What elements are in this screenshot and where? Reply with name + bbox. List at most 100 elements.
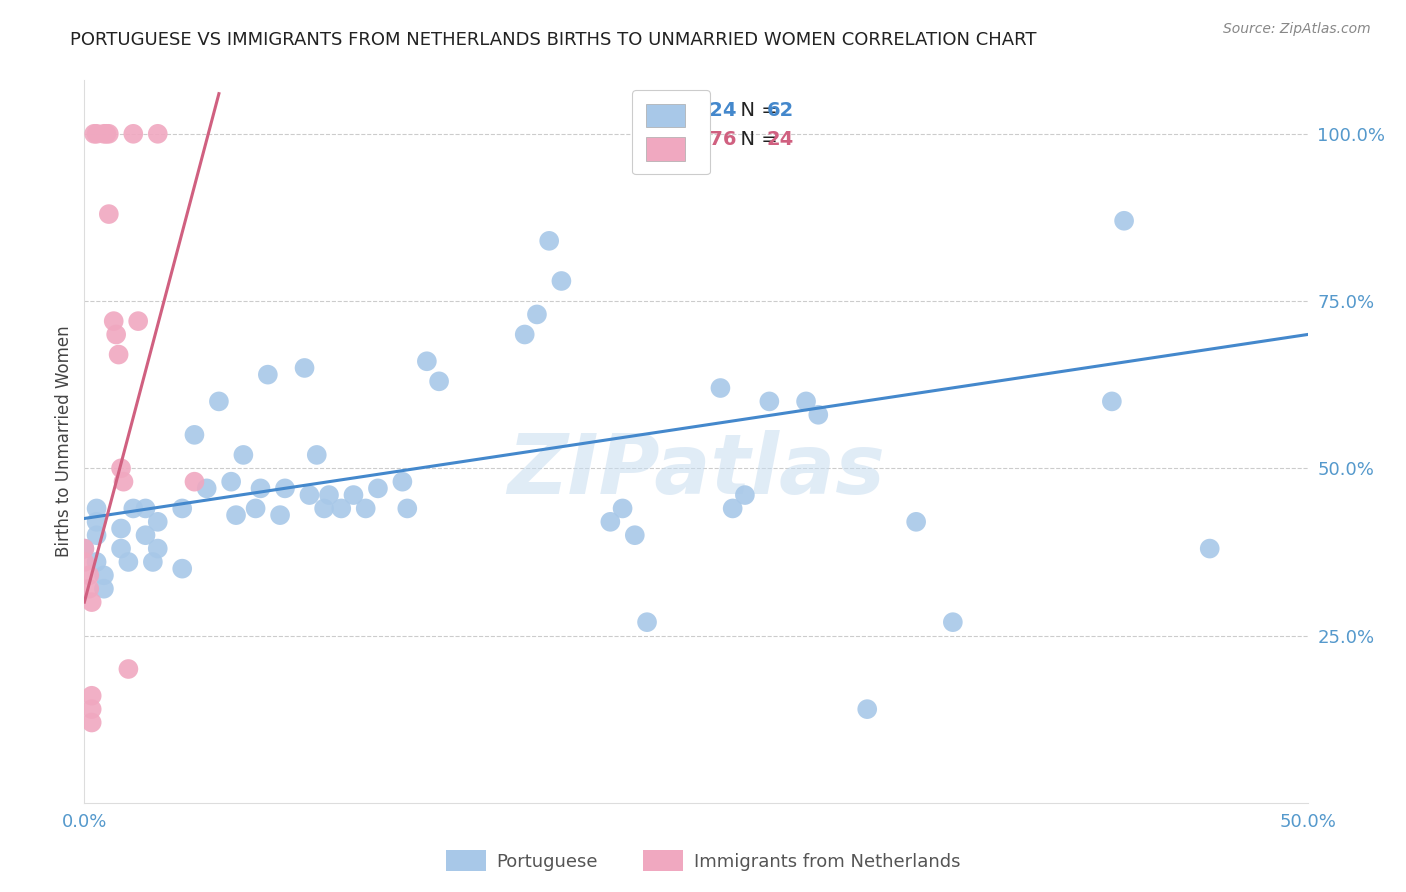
Text: 0.324: 0.324 <box>675 101 737 120</box>
Point <box>636 615 658 630</box>
Point <box>105 327 128 342</box>
Point <box>77 582 100 596</box>
Point <box>195 482 218 496</box>
Point <box>550 274 572 288</box>
Point <box>905 515 928 529</box>
Point <box>117 555 139 569</box>
Text: 0.676: 0.676 <box>675 130 737 149</box>
Point <box>73 555 96 569</box>
Point <box>93 568 115 582</box>
Point <box>1198 541 1220 556</box>
Point <box>294 361 316 376</box>
Point <box>73 541 96 556</box>
Text: R =: R = <box>637 101 679 120</box>
Point <box>1101 394 1123 409</box>
Text: 62: 62 <box>766 101 794 120</box>
Text: PORTUGUESE VS IMMIGRANTS FROM NETHERLANDS BIRTHS TO UNMARRIED WOMEN CORRELATION : PORTUGUESE VS IMMIGRANTS FROM NETHERLAND… <box>70 31 1036 49</box>
Point <box>103 314 125 328</box>
Text: ZIPatlas: ZIPatlas <box>508 430 884 511</box>
Point <box>330 501 353 516</box>
Point <box>354 501 377 516</box>
Point <box>526 307 548 322</box>
Point <box>612 501 634 516</box>
Point <box>86 515 108 529</box>
Point <box>117 662 139 676</box>
Point <box>97 127 120 141</box>
Point <box>83 127 105 141</box>
Point <box>232 448 254 462</box>
Point <box>599 515 621 529</box>
Point <box>80 715 103 730</box>
Point <box>146 515 169 529</box>
Point <box>122 127 145 141</box>
Point <box>172 501 194 516</box>
Point <box>110 461 132 475</box>
Text: 24: 24 <box>766 130 794 149</box>
Point <box>367 482 389 496</box>
Point <box>86 501 108 516</box>
Point <box>513 327 536 342</box>
Point <box>416 354 439 368</box>
Point <box>298 488 321 502</box>
Point <box>135 528 157 542</box>
Point <box>146 541 169 556</box>
Text: Source: ZipAtlas.com: Source: ZipAtlas.com <box>1223 22 1371 37</box>
Point <box>734 488 756 502</box>
Point <box>110 521 132 535</box>
Point <box>86 528 108 542</box>
Point <box>245 501 267 516</box>
Point <box>142 555 165 569</box>
Point <box>93 582 115 596</box>
Point <box>225 508 247 523</box>
Point <box>342 488 364 502</box>
Point <box>1114 214 1136 228</box>
Point <box>127 314 149 328</box>
Y-axis label: Births to Unmarried Women: Births to Unmarried Women <box>55 326 73 558</box>
Point <box>86 555 108 569</box>
Point <box>107 348 129 362</box>
Point <box>96 127 118 141</box>
Point <box>807 408 830 422</box>
Text: N =: N = <box>728 101 783 120</box>
Point <box>93 127 115 141</box>
Point <box>80 595 103 609</box>
Point <box>77 568 100 582</box>
Point <box>122 501 145 516</box>
Point <box>305 448 328 462</box>
Point <box>183 427 205 442</box>
Point <box>112 475 135 489</box>
Point <box>624 528 647 542</box>
Point <box>856 702 879 716</box>
Point <box>269 508 291 523</box>
Point <box>257 368 280 382</box>
Point <box>97 207 120 221</box>
Point <box>427 375 450 389</box>
Point <box>110 541 132 556</box>
Point <box>396 501 419 516</box>
Point <box>538 234 561 248</box>
Point <box>721 501 744 516</box>
Point <box>135 501 157 516</box>
Point <box>146 127 169 141</box>
Point <box>758 394 780 409</box>
Point <box>80 689 103 703</box>
Point <box>219 475 242 489</box>
Point <box>314 501 336 516</box>
Legend: Portuguese, Immigrants from Netherlands: Portuguese, Immigrants from Netherlands <box>439 843 967 879</box>
Point <box>274 482 297 496</box>
Point <box>942 615 965 630</box>
Point <box>391 475 413 489</box>
Point <box>318 488 340 502</box>
Point <box>80 702 103 716</box>
Point <box>249 482 271 496</box>
Point <box>183 475 205 489</box>
Point <box>86 127 108 141</box>
Text: N =: N = <box>728 130 783 149</box>
Text: R =: R = <box>637 130 679 149</box>
Point <box>73 541 96 556</box>
Point <box>208 394 231 409</box>
Legend: , : , <box>633 90 710 175</box>
Point <box>794 394 817 409</box>
Point <box>709 381 731 395</box>
Point <box>172 562 194 576</box>
